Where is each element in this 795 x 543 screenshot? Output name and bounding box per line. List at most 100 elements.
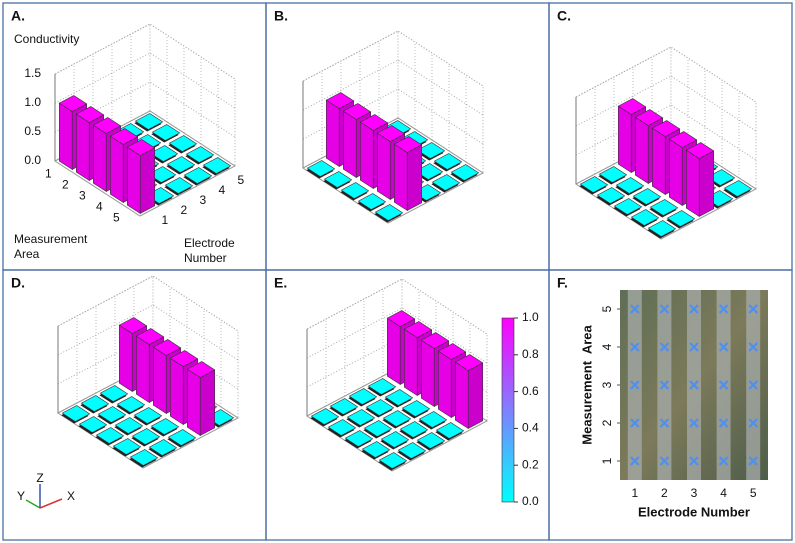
colorbar-tick-label: 0.6 — [522, 384, 539, 398]
marker-cross — [630, 456, 640, 466]
bar-top — [92, 117, 122, 134]
bar-top — [668, 131, 698, 148]
bar-top — [634, 109, 664, 126]
bar — [615, 177, 645, 196]
panel-label: E. — [274, 275, 287, 291]
marker — [718, 380, 729, 390]
x-tick-label: 5 — [750, 486, 757, 500]
marker — [689, 456, 699, 466]
bar-top — [114, 417, 144, 434]
marker — [748, 342, 758, 352]
bar-side — [404, 328, 418, 397]
bar — [378, 452, 408, 471]
bar-top — [95, 427, 125, 444]
bar-side — [455, 361, 469, 430]
z-axis-label: Conductivity — [14, 32, 80, 46]
bar-top — [598, 166, 628, 183]
bar-side — [669, 138, 683, 207]
marker — [718, 342, 729, 352]
marker-cross — [689, 456, 699, 466]
bar-side — [360, 121, 374, 190]
bar-top — [374, 204, 404, 221]
bar-side — [153, 346, 167, 415]
bar — [367, 378, 397, 397]
grid-line — [575, 46, 757, 103]
bar — [420, 332, 450, 408]
grid-line — [302, 88, 484, 145]
bar — [148, 439, 178, 458]
y-axis-label: Measurement Area — [579, 325, 594, 445]
bar — [399, 421, 429, 440]
bar-side — [326, 99, 340, 168]
y-tick-label: 2 — [600, 419, 614, 426]
bar — [598, 166, 628, 185]
panel-label: A. — [11, 8, 25, 24]
bar — [185, 146, 215, 165]
bar — [454, 354, 484, 430]
bar-top — [401, 400, 431, 417]
bar — [382, 410, 412, 429]
bar — [416, 142, 446, 161]
bar-top — [437, 343, 467, 360]
bar-top — [615, 177, 645, 194]
colorbar-tick-label: 0.2 — [522, 457, 539, 471]
bar-top — [167, 429, 197, 446]
bar — [78, 416, 108, 435]
bar-top — [397, 442, 427, 459]
bar-side — [170, 357, 184, 426]
bar-top — [386, 310, 416, 327]
marker — [659, 342, 670, 352]
side-wall — [149, 23, 236, 167]
bar-side — [421, 339, 435, 408]
bar-side — [652, 127, 666, 196]
y-tick-label: 4 — [600, 343, 614, 350]
bar — [131, 428, 161, 447]
x-tick-label: 3 — [199, 193, 206, 207]
marker — [630, 418, 640, 428]
bar — [348, 388, 378, 407]
grid-line — [57, 304, 239, 361]
bar-side — [394, 143, 408, 212]
bar-top — [378, 452, 408, 469]
bar-top — [151, 124, 181, 141]
bar-top — [310, 408, 340, 425]
marker-cross — [630, 418, 640, 428]
bar-front — [698, 150, 714, 217]
bar-top — [126, 139, 156, 156]
marker-cross — [718, 380, 729, 390]
x-tick-label: 4 — [720, 486, 727, 500]
marker — [689, 304, 699, 314]
panel-label: B. — [274, 8, 288, 24]
side-wall — [152, 275, 239, 419]
bar — [433, 153, 463, 172]
colorbar-tick-label: 0.8 — [522, 347, 539, 361]
marker — [748, 304, 758, 314]
bar — [416, 432, 446, 451]
bar-top — [579, 176, 609, 193]
bar-top — [135, 328, 165, 345]
bar — [112, 438, 142, 457]
y-tick-label: 3 — [600, 381, 614, 388]
bar-top — [416, 432, 446, 449]
bar-top — [131, 428, 161, 445]
marker — [630, 342, 640, 352]
x-axis-label: Electrode Number — [184, 236, 235, 265]
marker — [689, 342, 699, 352]
bar-front — [406, 144, 422, 211]
bar-top — [450, 164, 480, 181]
bar-top — [435, 422, 465, 439]
bar — [384, 389, 414, 408]
bar-side — [686, 149, 700, 218]
bar-top — [327, 419, 357, 436]
bar — [116, 396, 146, 415]
marker-cross — [689, 418, 699, 428]
y-axis-label: Measurement Area — [14, 232, 88, 261]
bar — [363, 420, 393, 439]
bar-top — [152, 339, 182, 356]
bar — [95, 427, 125, 446]
marker — [630, 304, 640, 314]
marker — [718, 456, 729, 466]
bar-top — [647, 220, 677, 237]
bar-top — [342, 103, 372, 120]
grid-line — [54, 52, 236, 109]
